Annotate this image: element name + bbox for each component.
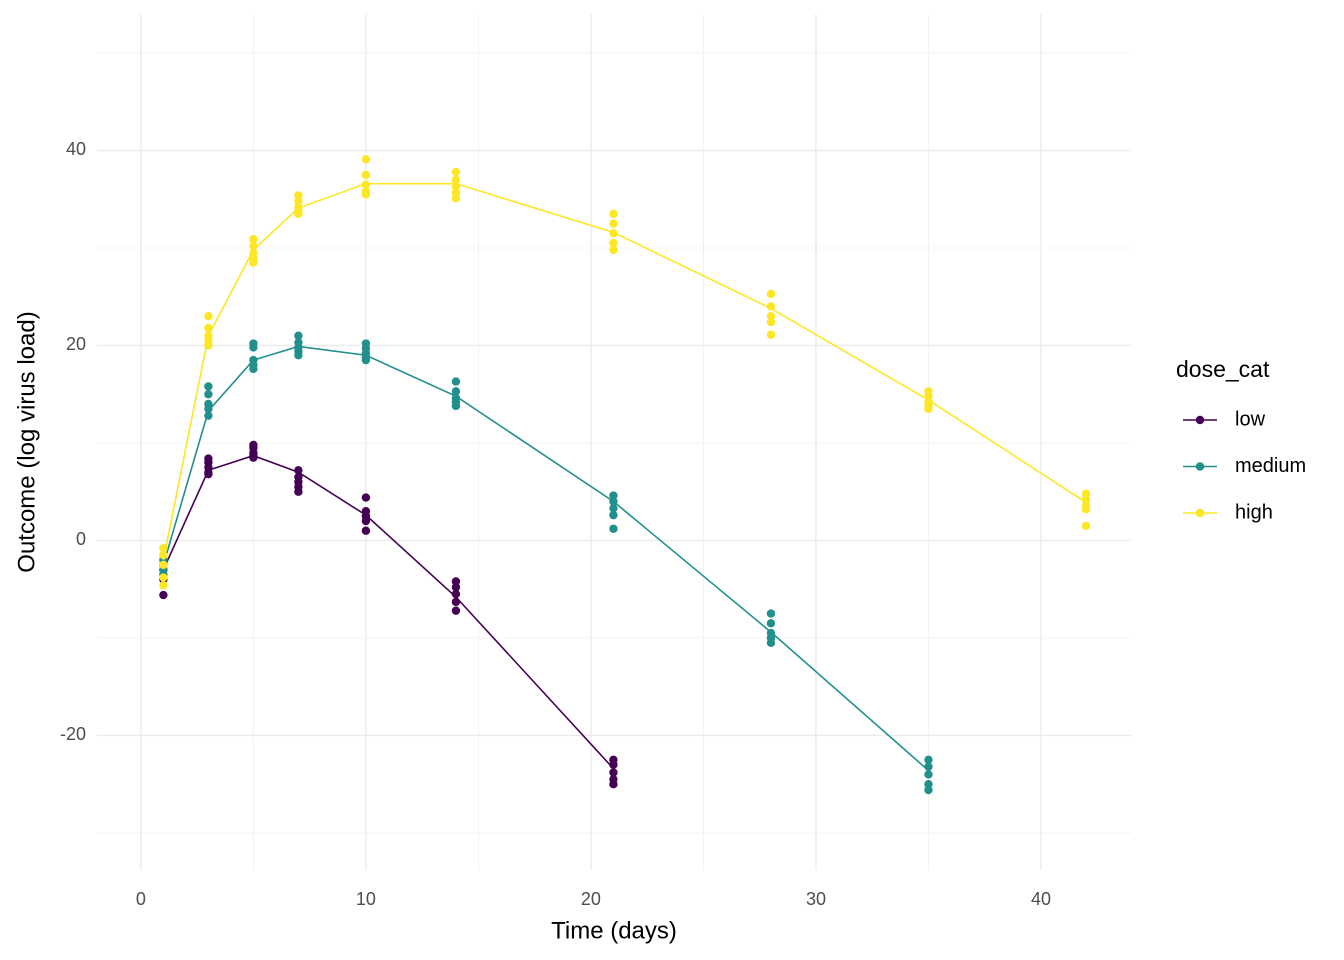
data-point <box>766 317 776 327</box>
legend-title: dose_cat <box>1176 356 1270 382</box>
data-point <box>204 382 213 391</box>
legend-label: medium <box>1235 455 1306 477</box>
data-point <box>249 258 258 267</box>
x-tick-label: 0 <box>136 889 146 909</box>
data-point <box>609 238 618 248</box>
data-point <box>294 331 303 340</box>
data-point <box>766 302 776 311</box>
legend-dot <box>1195 462 1205 471</box>
data-point <box>924 755 933 765</box>
data-point <box>361 516 371 526</box>
data-point <box>361 180 371 189</box>
data-point <box>361 355 371 365</box>
data-point <box>766 330 776 339</box>
x-tick-label: 10 <box>356 889 376 909</box>
data-point <box>159 590 168 600</box>
data-point <box>249 235 258 244</box>
data-point <box>609 768 618 777</box>
data-point <box>1081 489 1091 498</box>
data-point <box>451 188 461 197</box>
data-point <box>766 619 776 628</box>
data-point <box>159 560 168 570</box>
data-point <box>159 581 168 590</box>
data-point <box>609 510 618 520</box>
x-tick-label: 20 <box>581 889 601 909</box>
data-point <box>609 219 618 228</box>
data-point <box>451 577 461 586</box>
mean-line <box>162 182 1087 561</box>
x-axis-title: Time (days) <box>551 917 677 944</box>
data-point <box>766 638 776 648</box>
legend-label: high <box>1235 501 1273 523</box>
mean-line <box>162 454 615 770</box>
data-point <box>249 453 258 462</box>
data-point <box>609 504 618 513</box>
data-point <box>924 780 933 789</box>
data-point <box>451 401 461 411</box>
data-point <box>249 364 258 374</box>
data-point <box>451 589 461 599</box>
legend-label: low <box>1235 408 1266 430</box>
data-point <box>204 390 213 399</box>
data-point <box>766 312 776 321</box>
data-point <box>1081 521 1091 531</box>
data-point <box>924 770 933 779</box>
data-point <box>361 155 371 164</box>
data-point <box>924 785 933 795</box>
y-tick-label: 40 <box>66 139 86 159</box>
data-point <box>451 606 461 615</box>
data-point <box>361 190 371 199</box>
data-point <box>451 194 461 203</box>
data-point <box>294 209 303 219</box>
y-tick-label: 0 <box>76 529 86 549</box>
data-point <box>294 487 303 496</box>
data-point <box>361 526 371 535</box>
y-axis-title: Outcome (log virus load) <box>13 311 40 572</box>
mean-line <box>162 345 930 772</box>
data-point <box>294 196 303 206</box>
data-point <box>451 377 461 386</box>
data-point <box>451 387 461 396</box>
data-point <box>609 245 618 255</box>
data-point <box>766 609 776 618</box>
data-point <box>294 191 303 200</box>
legend-dot <box>1195 415 1205 425</box>
data-point <box>609 491 618 500</box>
data-point <box>451 175 461 184</box>
data-point <box>204 312 213 321</box>
data-point <box>159 573 168 582</box>
legend-dot <box>1195 508 1205 518</box>
data-point <box>204 404 213 414</box>
x-tick-label: 40 <box>1031 889 1051 909</box>
data-point <box>361 170 371 180</box>
data-point <box>451 597 461 607</box>
data-point <box>294 466 303 475</box>
data-point <box>451 167 461 177</box>
data-point <box>294 351 303 360</box>
data-point <box>609 524 618 533</box>
data-point <box>609 209 618 219</box>
data-point <box>924 404 933 414</box>
y-tick-label: 20 <box>66 334 86 354</box>
data-point <box>766 289 776 299</box>
x-tick-label: 30 <box>806 889 826 909</box>
data-point <box>451 583 461 592</box>
data-point <box>1081 505 1091 514</box>
y-tick-label: -20 <box>60 724 86 744</box>
data-point <box>249 343 258 352</box>
data-point <box>609 780 618 789</box>
data-point <box>361 493 371 502</box>
